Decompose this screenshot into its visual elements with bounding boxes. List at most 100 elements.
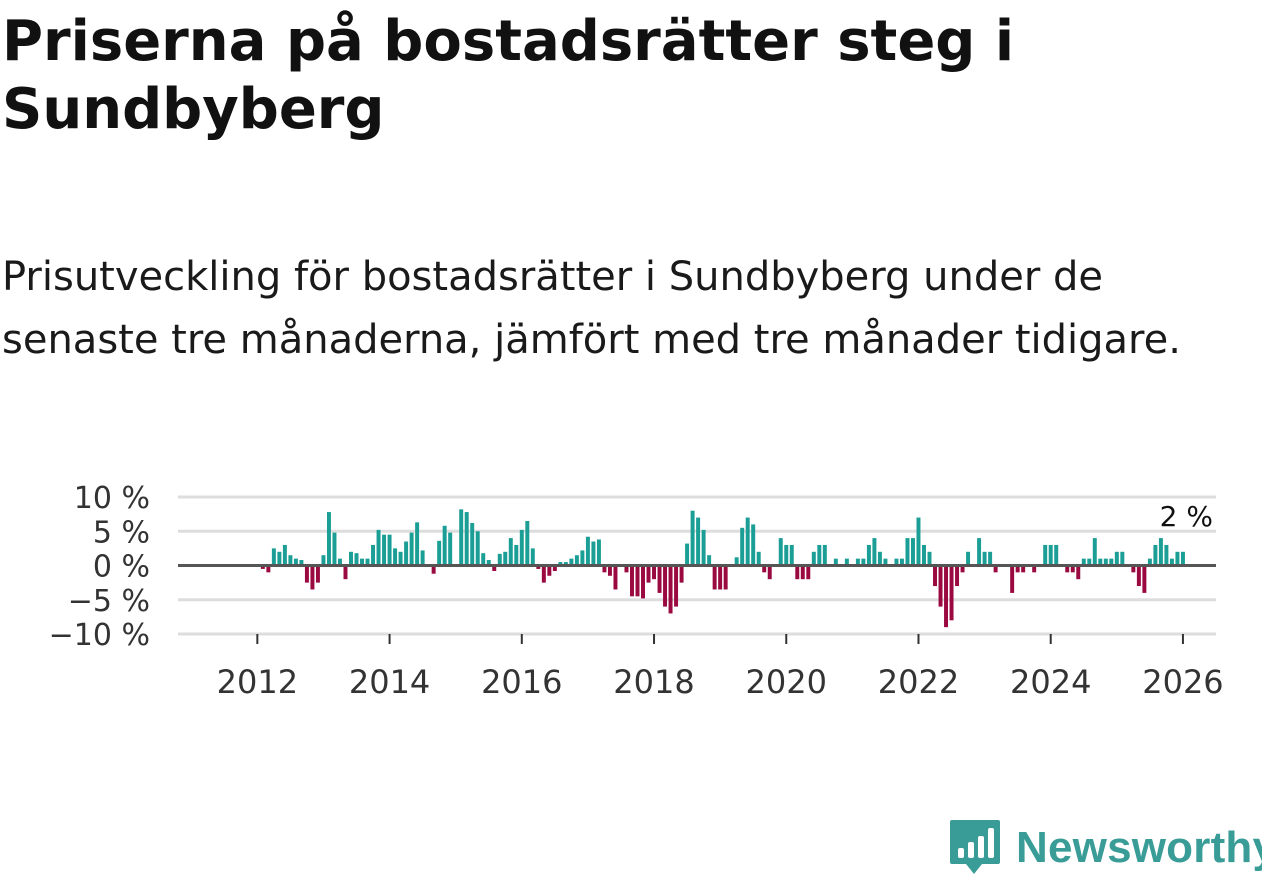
bar bbox=[399, 552, 403, 566]
bar bbox=[355, 553, 359, 565]
bar bbox=[806, 566, 810, 580]
bar bbox=[393, 548, 397, 565]
x-tick-label: 2026 bbox=[1142, 663, 1223, 701]
bar bbox=[288, 555, 292, 565]
brand-name: Newsworthy bbox=[1016, 823, 1262, 873]
bar bbox=[878, 552, 882, 566]
bar bbox=[470, 523, 474, 565]
bar bbox=[911, 538, 915, 565]
x-tick-label: 2020 bbox=[746, 663, 827, 701]
bar bbox=[691, 511, 695, 566]
bar bbox=[316, 566, 320, 583]
bar bbox=[1175, 552, 1179, 566]
bar bbox=[630, 566, 634, 597]
bar bbox=[415, 522, 419, 565]
bar bbox=[707, 555, 711, 565]
bar bbox=[597, 539, 601, 565]
bar bbox=[498, 554, 502, 566]
bar bbox=[1142, 566, 1146, 593]
bar bbox=[702, 530, 706, 566]
bar bbox=[1093, 538, 1097, 565]
bar bbox=[327, 512, 331, 565]
bar bbox=[795, 566, 799, 580]
bar bbox=[305, 566, 309, 583]
bar bbox=[448, 533, 452, 566]
bar bbox=[713, 566, 717, 590]
bar bbox=[652, 566, 656, 580]
y-tick-label: 10 % bbox=[74, 481, 150, 516]
bar bbox=[575, 555, 579, 565]
bar bbox=[1115, 552, 1119, 566]
bar bbox=[922, 545, 926, 566]
last-value-label: 2 % bbox=[1160, 500, 1213, 533]
bar bbox=[872, 538, 876, 565]
bar bbox=[757, 552, 761, 566]
bar bbox=[685, 544, 689, 566]
bar bbox=[421, 550, 425, 565]
bar bbox=[740, 528, 744, 566]
bar bbox=[591, 542, 595, 566]
bar bbox=[801, 566, 805, 580]
bar bbox=[817, 545, 821, 566]
y-axis: 10 %5 %0 %−5 %−10 % bbox=[49, 481, 150, 653]
bar bbox=[503, 552, 507, 566]
bar bbox=[751, 524, 755, 565]
annotations: 2 % bbox=[1160, 500, 1213, 533]
bar bbox=[1054, 545, 1058, 566]
bar bbox=[531, 548, 535, 565]
bar bbox=[321, 555, 325, 565]
x-tick-label: 2016 bbox=[481, 663, 562, 701]
bar bbox=[514, 545, 518, 566]
bar bbox=[277, 552, 281, 566]
newsworthy-brand: Newsworthy bbox=[948, 816, 1262, 880]
bar bbox=[823, 545, 827, 566]
bar bbox=[641, 566, 645, 599]
bar bbox=[332, 533, 336, 566]
bar bbox=[905, 538, 909, 565]
bar bbox=[663, 566, 667, 607]
bar bbox=[580, 550, 584, 565]
bar bbox=[547, 566, 551, 576]
y-tick-label: 5 % bbox=[93, 515, 150, 550]
bar bbox=[1181, 552, 1185, 566]
bar bbox=[388, 535, 392, 566]
bar bbox=[1120, 552, 1124, 566]
bar bbox=[1159, 538, 1163, 565]
bar bbox=[459, 509, 463, 565]
bar bbox=[377, 530, 381, 566]
chart-title: Priserna på bostadsrätter steg i Sundbyb… bbox=[2, 8, 1242, 144]
y-tick-label: 0 % bbox=[93, 550, 150, 585]
bar bbox=[465, 512, 469, 565]
bar bbox=[696, 518, 700, 566]
bar bbox=[542, 566, 546, 583]
bar bbox=[1137, 566, 1141, 587]
bar bbox=[917, 518, 921, 566]
bar bbox=[939, 566, 943, 607]
bar bbox=[404, 542, 408, 566]
x-tick-label: 2014 bbox=[349, 663, 430, 701]
bar bbox=[790, 545, 794, 566]
bar bbox=[509, 538, 513, 565]
bar bbox=[437, 541, 441, 566]
bar bbox=[950, 566, 954, 621]
x-tick-label: 2018 bbox=[613, 663, 694, 701]
bar bbox=[608, 566, 612, 576]
bar bbox=[669, 566, 673, 614]
bar bbox=[928, 552, 932, 566]
bar bbox=[1164, 545, 1168, 566]
bar bbox=[867, 545, 871, 566]
bar bbox=[349, 552, 353, 566]
bars bbox=[244, 509, 1185, 627]
bar bbox=[680, 566, 684, 583]
chart-subtitle: Prisutveckling för bostadsrätter i Sundb… bbox=[2, 246, 1242, 372]
bar bbox=[1043, 545, 1047, 566]
bar bbox=[443, 526, 447, 566]
bar bbox=[674, 566, 678, 607]
bar bbox=[768, 566, 772, 580]
bar bbox=[410, 533, 414, 566]
bar bbox=[272, 548, 276, 565]
bar bbox=[955, 566, 959, 587]
bar bbox=[520, 530, 524, 566]
y-tick-label: −10 % bbox=[49, 618, 150, 653]
bar bbox=[283, 545, 287, 566]
